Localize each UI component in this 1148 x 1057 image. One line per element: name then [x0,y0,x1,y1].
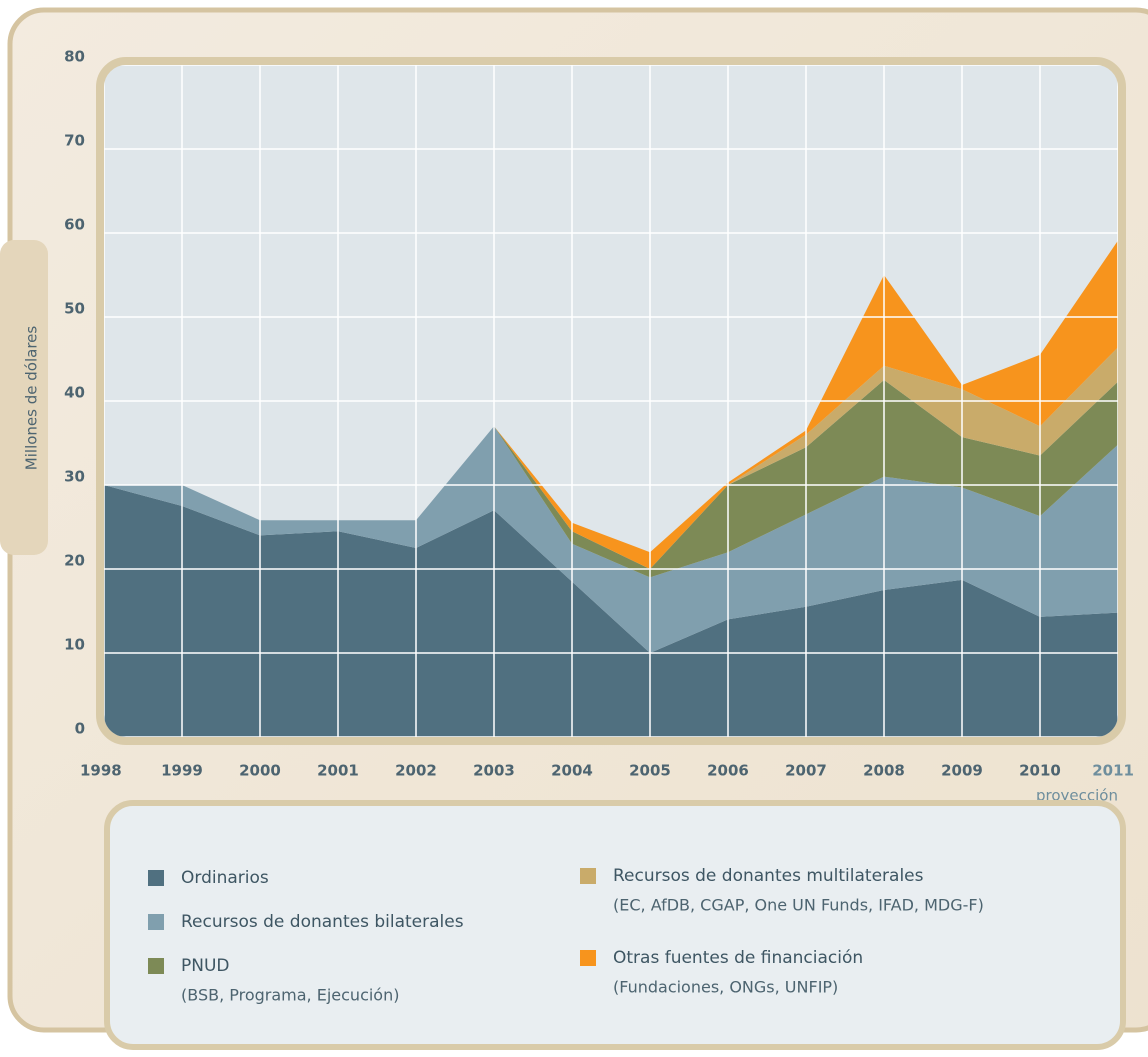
y-tick-label: 0 [75,720,85,738]
y-tick-label: 40 [64,384,85,402]
y-tick-label: 20 [64,552,85,570]
y-tick-label: 10 [64,636,85,654]
legend-swatch [148,958,164,974]
x-tick-label: 2009 [941,762,983,780]
legend-swatch [580,868,596,884]
area [104,485,1118,737]
x-tick-label: 1998 [80,762,122,780]
legend-swatch [148,914,164,930]
x-tick-label: 2008 [863,762,905,780]
y-tick-label: 70 [64,132,85,150]
legend-label: Recursos de donantes bilaterales [181,912,464,932]
legend-label: Recursos de donantes multilaterales [613,866,924,886]
x-tick-label: 1999 [161,762,203,780]
legend-label: Ordinarios [181,868,269,888]
x-tick-label: 2002 [395,762,437,780]
y-tick-label: 30 [64,468,85,486]
axis-tab [0,240,48,555]
x-tick-label: 2010 [1019,762,1061,780]
x-tick-label: 2000 [239,762,281,780]
legend-swatch [580,950,596,966]
x-tick-label: 2001 [317,762,359,780]
legend-detail: (Fundaciones, ONGs, UNFIP) [613,978,838,997]
x-tick-label: 2006 [707,762,749,780]
legend-label: PNUD [181,956,230,976]
area [104,240,1118,569]
legend: Ordinarios Recursos de donantes bilateral… [148,866,984,1005]
legend-detail: (EC, AfDB, CGAP, One UN Funds, IFAD, MDG… [613,896,984,915]
x-tick-label: 2004 [551,762,593,780]
x-tick-label: 2003 [473,762,515,780]
axes: 0 10 20 30 40 50 60 70 80 1998 1999 2000 2001 2002 200… [64,48,1134,780]
y-tick-label: 60 [64,216,85,234]
y-axis-label: Millones de dólares [23,326,41,471]
area [104,380,1118,578]
x-tick-label: 2011 [1092,762,1134,780]
legend-box [104,800,1126,1050]
x-tick-label: 2005 [629,762,671,780]
plot [104,65,1118,737]
y-tick-label: 50 [64,300,85,318]
legend-label: Otras fuentes de financiación [613,948,863,968]
area [104,426,1118,653]
y-tick-label: 80 [64,48,85,66]
legend-swatch [148,870,164,886]
legend-detail: (BSB, Programa, Ejecución) [181,986,399,1005]
x-tick-label: 2007 [785,762,827,780]
